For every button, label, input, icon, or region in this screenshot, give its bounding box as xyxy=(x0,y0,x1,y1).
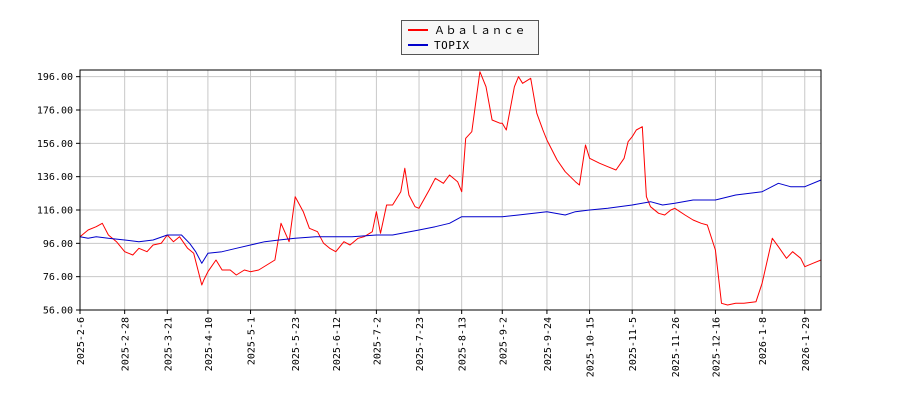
x-tick-label: 2025-3-21 xyxy=(163,317,174,371)
y-tick-label: 96.00 xyxy=(43,239,73,250)
x-tick-label: 2025-11-5 xyxy=(628,317,639,371)
x-tick-label: 2025-4-10 xyxy=(204,317,215,371)
legend-label-abalance: Ａｂａｌａｎｃｅ xyxy=(434,24,526,37)
x-tick-label: 2025-5-1 xyxy=(247,317,258,365)
series-layer xyxy=(79,71,822,306)
x-tick-label: 2025-2-6 xyxy=(76,317,87,365)
x-tick-label: 2025-7-2 xyxy=(372,317,383,365)
x-axis-ticks: 2025-2-6 2025-2-28 2025-3-21 2025-4-10 2025-… xyxy=(76,310,812,377)
x-tick-label: 2025-10-15 xyxy=(586,317,597,377)
y-tick-label: 136.00 xyxy=(37,172,73,183)
plot-frame xyxy=(79,69,822,311)
x-tick-label: 2025-7-23 xyxy=(415,317,426,371)
x-tick-label: 2025-2-28 xyxy=(121,317,132,371)
x-tick-label: 2025-6-12 xyxy=(332,317,343,371)
y-tick-label: 76.00 xyxy=(43,272,73,283)
x-tick-label: 2025-8-13 xyxy=(458,317,469,371)
x-tick-label: 2025-12-16 xyxy=(711,317,722,377)
legend-label-topix: TOPIX xyxy=(434,38,470,52)
y-axis-ticks: 56.00 76.00 96.00 116.00 136.00 156.00 176.00 1… xyxy=(37,72,80,317)
x-tick-label: 2025-5-23 xyxy=(291,317,302,371)
x-tick-label: 2026-1-8 xyxy=(758,317,769,365)
x-tick-label: 2025-9-2 xyxy=(498,317,509,365)
y-tick-label: 196.00 xyxy=(37,72,73,83)
legend-swatch-abalance xyxy=(408,29,428,31)
legend-swatch-topix xyxy=(408,44,428,46)
y-tick-label: 116.00 xyxy=(37,206,73,217)
x-tick-label: 2026-1-29 xyxy=(801,317,812,371)
series-line-abalance xyxy=(79,71,822,306)
y-tick-label: 156.00 xyxy=(37,139,73,150)
x-tick-label: 2025-11-26 xyxy=(671,317,682,377)
legend-item-abalance: Ａｂａｌａｎｃｅ xyxy=(408,23,526,37)
grid xyxy=(79,70,821,311)
legend: Ａｂａｌａｎｃｅ TOPIX xyxy=(401,20,539,55)
series-line-topix xyxy=(79,179,822,264)
legend-item-topix: TOPIX xyxy=(408,38,470,52)
x-tick-label: 2025-9-24 xyxy=(543,317,554,371)
y-tick-label: 56.00 xyxy=(43,306,73,317)
y-tick-label: 176.00 xyxy=(37,106,73,117)
